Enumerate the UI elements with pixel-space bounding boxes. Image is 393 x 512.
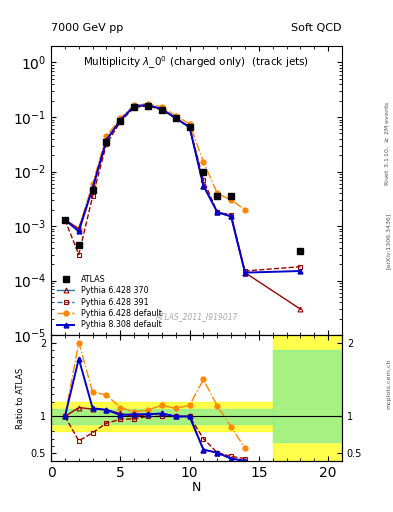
Text: Soft QCD: Soft QCD [292, 23, 342, 33]
Legend: ATLAS, Pythia 6.428 370, Pythia 6.428 391, Pythia 6.428 default, Pythia 8.308 de: ATLAS, Pythia 6.428 370, Pythia 6.428 39… [55, 273, 163, 331]
Y-axis label: Ratio to ATLAS: Ratio to ATLAS [16, 367, 25, 429]
X-axis label: N: N [192, 481, 201, 494]
Text: Rivet 3.1.10, $\geq$ 2M events: Rivet 3.1.10, $\geq$ 2M events [384, 100, 391, 186]
Text: ATLAS_2011_I919017: ATLAS_2011_I919017 [155, 312, 238, 321]
Text: Multiplicity $\lambda\_0^0$ (charged only)  (track jets): Multiplicity $\lambda\_0^0$ (charged onl… [83, 55, 310, 71]
Text: mcplots.cern.ch: mcplots.cern.ch [386, 359, 391, 409]
Text: 7000 GeV pp: 7000 GeV pp [51, 23, 123, 33]
Text: [arXiv:1306.3436]: [arXiv:1306.3436] [386, 212, 391, 269]
